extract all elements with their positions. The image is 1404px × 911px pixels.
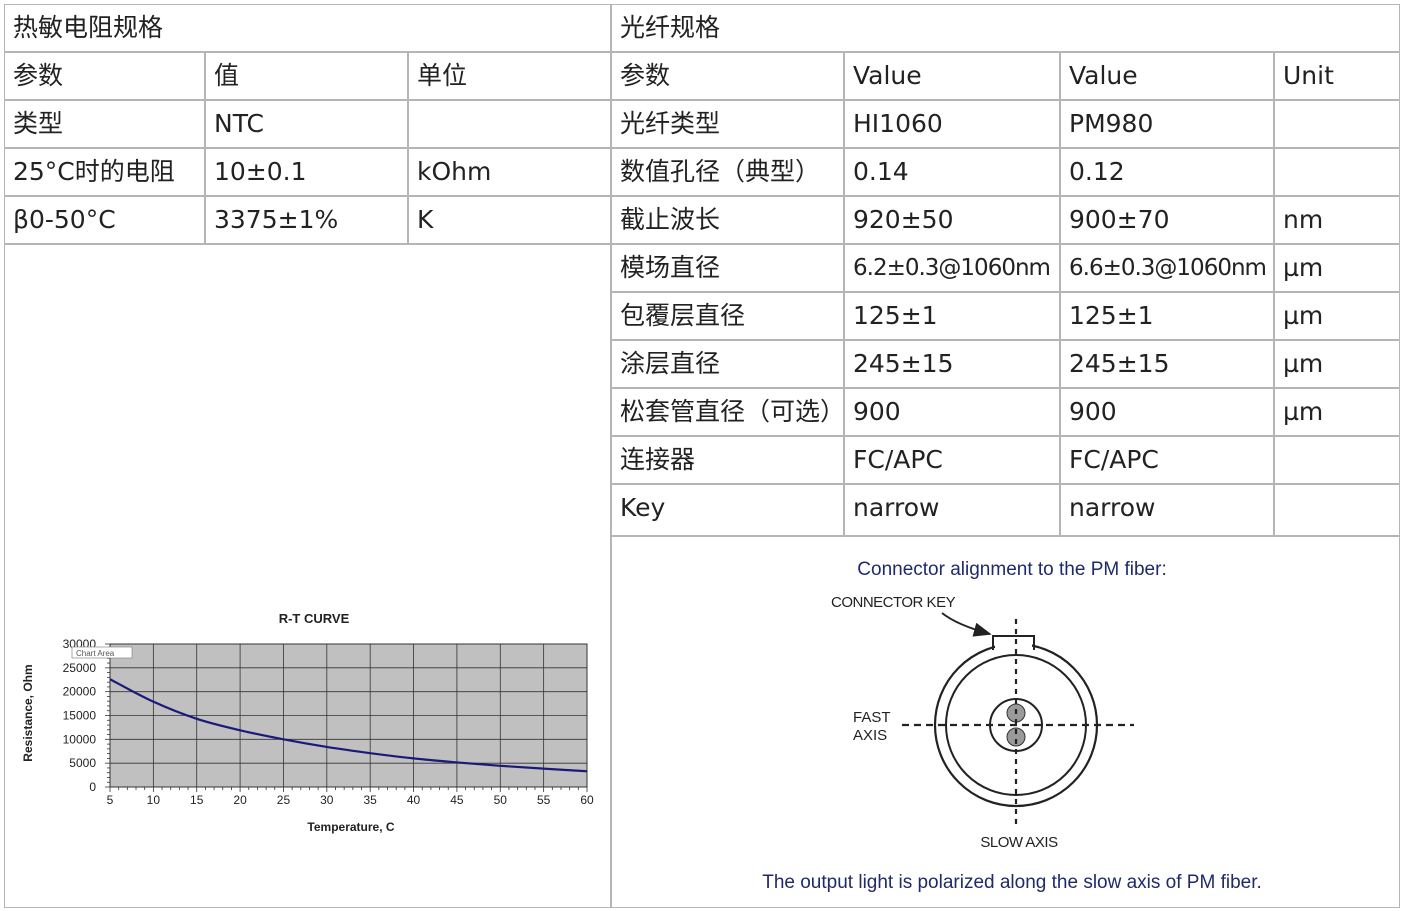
thermistor-title: 热敏电阻规格 [4, 4, 611, 52]
y-tick-label: 20000 [63, 685, 97, 699]
chart-area-tooltip: Chart Area [76, 649, 115, 658]
y-tick-label: 0 [89, 780, 96, 794]
thermistor-header-param: 参数 [4, 52, 205, 100]
chart-title: R-T CURVE [279, 611, 350, 626]
x-tick-label: 55 [537, 793, 551, 807]
table-cell: 900 [1060, 388, 1274, 436]
table-cell: 0.12 [1060, 148, 1274, 196]
thermistor-header-unit: 单位 [408, 52, 611, 100]
fiber-header-value-1: Value [844, 52, 1060, 100]
table-cell: FC/APC [1060, 436, 1274, 484]
y-tick-label: 15000 [63, 709, 97, 723]
table-cell: HI1060 [844, 100, 1060, 148]
table-cell: 25°C时的电阻 [4, 148, 205, 196]
chart-panel: R-T CURVE 5 10 15 20 25 30 35 40 45 50 55 60 0 5000 10… [4, 244, 611, 908]
x-tick-label: 45 [450, 793, 464, 807]
thermistor-header-value: 值 [205, 52, 408, 100]
table-cell: 10±0.1 [205, 148, 408, 196]
table-cell [408, 100, 611, 148]
fiber-title: 光纤规格 [611, 4, 1400, 52]
table-cell: kOhm [408, 148, 611, 196]
table-cell [1274, 148, 1400, 196]
fiber-header-unit: Unit [1274, 52, 1400, 100]
fast-axis-label: AXIS [853, 727, 887, 744]
table-cell: 900 [844, 388, 1060, 436]
table-cell: 光纤类型 [611, 100, 844, 148]
x-tick-label: 60 [580, 793, 594, 807]
table-cell: 125±1 [1060, 292, 1274, 340]
table-cell: 连接器 [611, 436, 844, 484]
table-cell [1274, 100, 1400, 148]
y-tick-label: 25000 [63, 661, 97, 675]
table-cell: PM980 [1060, 100, 1274, 148]
x-tick-label: 40 [407, 793, 421, 807]
key-gap-mask [995, 642, 1032, 652]
x-tick-label: 20 [233, 793, 247, 807]
connector-alignment-diagram: Connector alignment to the PM fiber: CON… [762, 559, 1262, 893]
connector-key-tab-outline [992, 635, 1035, 650]
x-axis-label: Temperature, C [307, 820, 394, 834]
table-cell: µm [1274, 244, 1400, 292]
y-axis-label: Resistance, Ohm [21, 664, 35, 761]
table-cell: Key [611, 484, 844, 536]
table-cell: µm [1274, 388, 1400, 436]
table-cell: 6.2±0.3@1060nm [844, 244, 1060, 292]
diagram-caption: The output light is polarized along the … [762, 872, 1262, 893]
y-tick-label: 5000 [69, 756, 96, 770]
fiber-header-param: 参数 [611, 52, 844, 100]
table-cell: 0.14 [844, 148, 1060, 196]
fiber-header-value-2: Value [1060, 52, 1274, 100]
x-tick-label: 15 [190, 793, 204, 807]
x-tick-label: 35 [364, 793, 378, 807]
table-cell: 模场直径 [611, 244, 844, 292]
table-cell [1274, 484, 1400, 536]
table-cell: 松套管直径（可选） [611, 388, 844, 436]
table-cell: 类型 [4, 100, 205, 148]
stress-rod-bottom [1006, 727, 1026, 747]
table-cell: nm [1274, 196, 1400, 244]
table-cell: 900±70 [1060, 196, 1274, 244]
slow-axis-label: SLOW AXIS [980, 834, 1058, 851]
table-cell: 包覆层直径 [611, 292, 844, 340]
table-cell: 数值孔径（典型） [611, 148, 844, 196]
x-tick-label: 30 [320, 793, 334, 807]
connector-key-arrow [941, 612, 992, 637]
table-cell: β0-50°C [4, 196, 205, 244]
table-cell: 245±15 [844, 340, 1060, 388]
y-tick-label: 10000 [63, 732, 97, 746]
table-cell: K [408, 196, 611, 244]
table-cell [1274, 436, 1400, 484]
diagram-title: Connector alignment to the PM fiber: [857, 559, 1166, 580]
chart-area-tooltip-box [71, 646, 133, 659]
table-cell: µm [1274, 292, 1400, 340]
table-cell: narrow [844, 484, 1060, 536]
table-cell: 6.6±0.3@1060nm [1060, 244, 1274, 292]
connector-key-label: CONNECTOR KEY [831, 594, 956, 611]
table-cell: µm [1274, 340, 1400, 388]
table-cell: 125±1 [844, 292, 1060, 340]
x-tick-label: 50 [494, 793, 508, 807]
table-cell: narrow [1060, 484, 1274, 536]
rt-curve-chart: R-T CURVE 5 10 15 20 25 30 35 40 45 50 55 60 0 5000 10… [21, 611, 594, 834]
fast-axis-label: FAST [853, 709, 891, 726]
table-cell: 920±50 [844, 196, 1060, 244]
connector-diagram-panel: Connector alignment to the PM fiber: CON… [611, 536, 1400, 908]
table-cell: 245±15 [1060, 340, 1274, 388]
table-cell: FC/APC [844, 436, 1060, 484]
table-cell: NTC [205, 100, 408, 148]
table-cell: 截止波长 [611, 196, 844, 244]
table-cell: 3375±1% [205, 196, 408, 244]
rt-curve-line [109, 678, 588, 773]
x-tick-label: 10 [147, 793, 161, 807]
x-tick-label: 25 [277, 793, 291, 807]
x-tick-label: 5 [107, 793, 114, 807]
plot-area: 5 10 15 20 25 30 35 40 45 50 55 60 0 5000 10000 15000 20… [63, 637, 594, 807]
table-cell: 涂层直径 [611, 340, 844, 388]
